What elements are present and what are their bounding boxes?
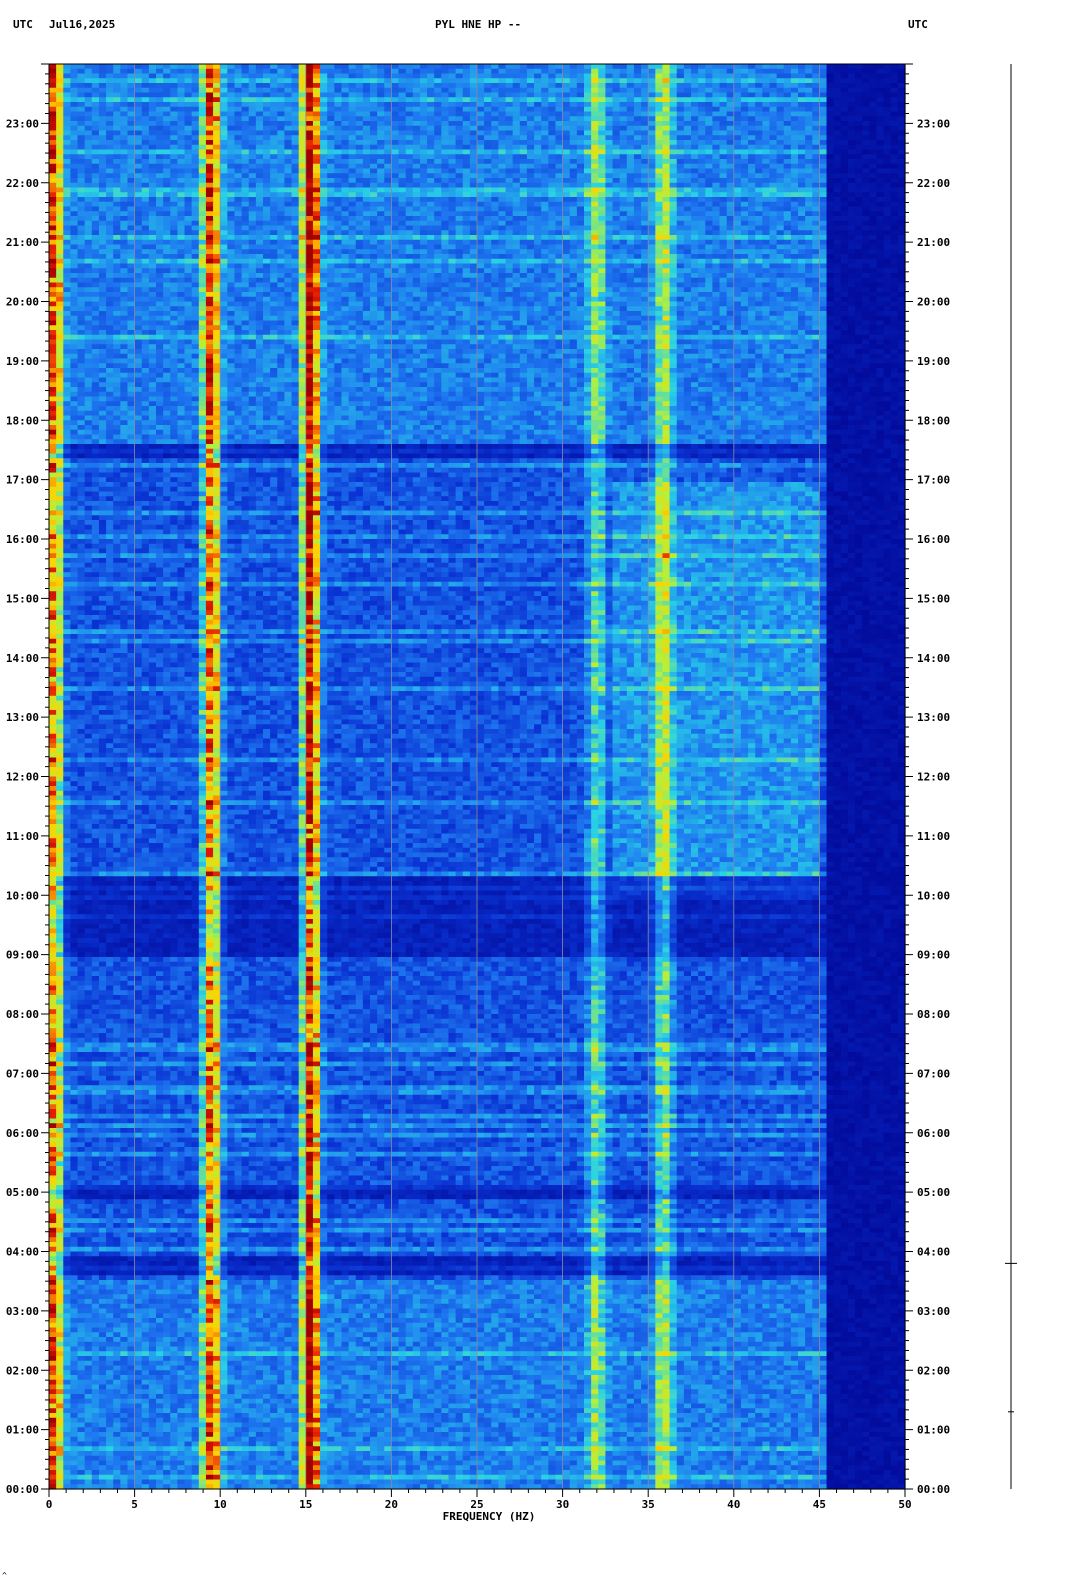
x-tick-label: 0 [46,1498,53,1511]
y-tick-label-left: 01:00 [6,1424,39,1437]
y-tick-label-right: 11:00 [917,830,950,843]
x-tick-label: 40 [727,1498,740,1511]
y-tick-label-left: 09:00 [6,949,39,962]
y-tick-label-right: 18:00 [917,414,950,427]
y-tick-label-right: 00:00 [917,1483,950,1496]
y-tick-label-left: 00:00 [6,1483,39,1496]
y-tick-label-right: 05:00 [917,1186,950,1199]
y-tick-label-right: 02:00 [917,1364,950,1377]
y-tick-label-right: 23:00 [917,117,950,130]
y-tick-label-left: 02:00 [6,1364,39,1377]
x-tick-label: 30 [556,1498,569,1511]
y-tick-label-left: 16:00 [6,533,39,546]
y-tick-label-left: 07:00 [6,1067,39,1080]
y-tick-label-left: 21:00 [6,236,39,249]
y-tick-label-left: 17:00 [6,474,39,487]
y-tick-label-left: 13:00 [6,711,39,724]
y-tick-label-left: 20:00 [6,296,39,309]
y-tick-label-left: 08:00 [6,1008,39,1021]
y-tick-label-left: 23:00 [6,117,39,130]
y-tick-label-left: 22:00 [6,177,39,190]
y-tick-label-right: 10:00 [917,889,950,902]
y-tick-label-left: 11:00 [6,830,39,843]
y-tick-label-right: 14:00 [917,652,950,665]
x-tick-label: 5 [131,1498,138,1511]
y-tick-label-left: 14:00 [6,652,39,665]
y-tick-label-left: 15:00 [6,592,39,605]
y-tick-label-left: 10:00 [6,889,39,902]
y-tick-label-right: 21:00 [917,236,950,249]
x-tick-label: 50 [898,1498,911,1511]
y-tick-label-right: 19:00 [917,355,950,368]
y-tick-label-right: 03:00 [917,1305,950,1318]
y-tick-label-right: 17:00 [917,474,950,487]
y-tick-label-left: 12:00 [6,771,39,784]
y-tick-label-right: 04:00 [917,1246,950,1259]
x-axis-label: FREQUENCY (HZ) [443,1510,536,1523]
y-tick-label-right: 20:00 [917,296,950,309]
y-tick-label-right: 13:00 [917,711,950,724]
y-tick-label-right: 07:00 [917,1067,950,1080]
y-tick-label-right: 15:00 [917,592,950,605]
x-tick-label: 20 [385,1498,398,1511]
y-tick-label-right: 12:00 [917,771,950,784]
scale-bar [1005,64,1017,1489]
y-tick-label-right: 06:00 [917,1127,950,1140]
x-tick-label: 15 [299,1498,312,1511]
y-tick-label-left: 05:00 [6,1186,39,1199]
x-tick-label: 35 [642,1498,655,1511]
x-tick-label: 45 [813,1498,826,1511]
y-tick-label-right: 01:00 [917,1424,950,1437]
y-tick-label-right: 08:00 [917,1008,950,1021]
y-tick-label-right: 16:00 [917,533,950,546]
y-tick-label-right: 09:00 [917,949,950,962]
y-tick-label-left: 19:00 [6,355,39,368]
y-tick-label-left: 03:00 [6,1305,39,1318]
y-tick-label-right: 22:00 [917,177,950,190]
y-tick-label-left: 18:00 [6,414,39,427]
x-tick-label: 10 [214,1498,227,1511]
y-tick-label-left: 04:00 [6,1246,39,1259]
y-tick-label-left: 06:00 [6,1127,39,1140]
